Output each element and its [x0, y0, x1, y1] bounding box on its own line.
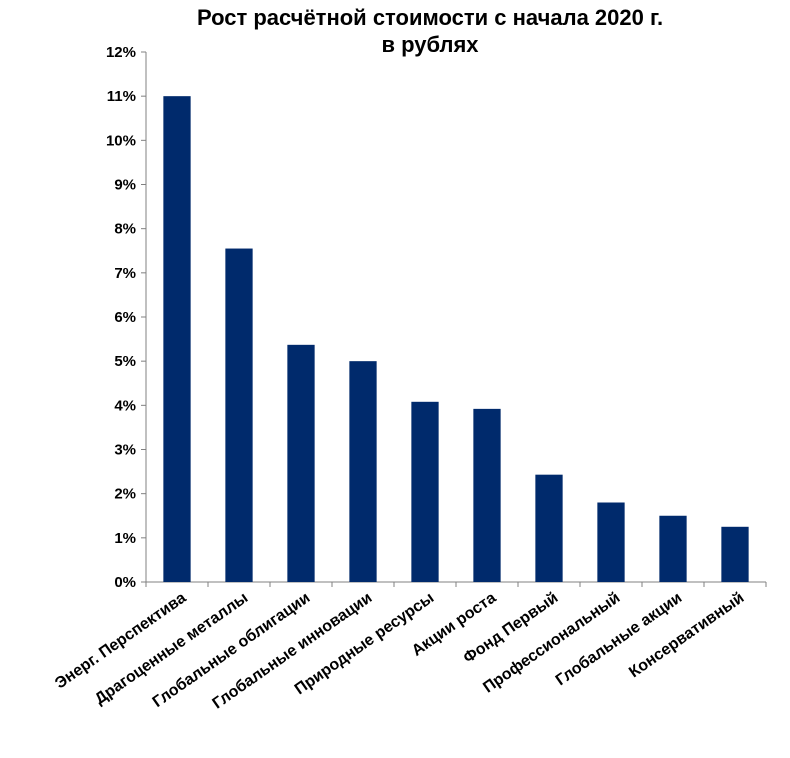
bar: [659, 515, 687, 582]
x-category-label: Консервативный: [626, 589, 747, 681]
bar: [535, 474, 563, 582]
bar: [721, 526, 749, 582]
y-tick-label: 9%: [114, 177, 136, 194]
bar: [163, 96, 191, 583]
bar: [225, 248, 253, 582]
chart-title: Рост расчётной стоимости с начала 2020 г…: [196, 5, 664, 30]
y-tick-label: 3%: [114, 442, 136, 459]
bar: [597, 502, 625, 582]
bar: [287, 344, 315, 582]
bar: [473, 408, 501, 582]
y-tick-label: 11%: [107, 88, 136, 105]
y-tick-label: 6%: [114, 309, 136, 326]
bar: [349, 361, 377, 582]
y-tick-label: 12%: [106, 44, 136, 61]
chart-subtitle: в рублях: [381, 32, 479, 57]
y-tick-label: 5%: [114, 353, 136, 370]
y-tick-label: 8%: [114, 221, 136, 238]
y-tick-label: 2%: [114, 486, 136, 503]
y-tick-label: 0%: [114, 574, 136, 591]
y-tick-label: 4%: [114, 397, 136, 414]
y-tick-label: 1%: [114, 530, 136, 547]
bar: [411, 401, 439, 582]
chart-title-block: Рост расчётной стоимости с начала 2020 г…: [80, 4, 780, 58]
y-tick-label: 10%: [106, 132, 136, 149]
y-tick-label: 7%: [114, 265, 136, 282]
